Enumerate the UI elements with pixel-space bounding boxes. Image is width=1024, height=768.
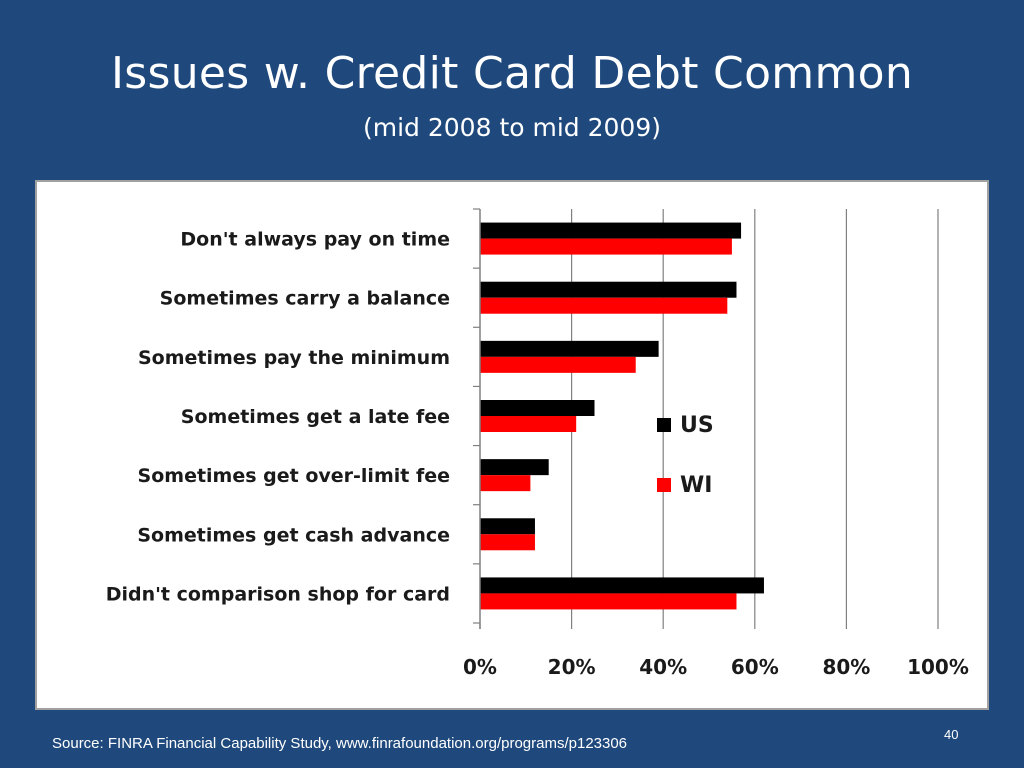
x-tick-label-40: 40% [639,655,687,679]
bar-us-3 [480,400,595,416]
category-label-2: Sometimes pay the minimum [138,347,450,369]
bar-us-0 [480,222,742,239]
bar-us-2 [480,340,659,357]
bar-chart: Don't always pay on time Sometimes carry … [106,208,969,679]
bar-us-4 [480,459,549,476]
x-tick-label-0: 0% [463,655,497,679]
category-label-3: Sometimes get a late fee [181,406,450,428]
slide-title: Issues w. Credit Card Debt Common [110,48,914,99]
bar-us-1 [480,281,737,298]
legend-swatch-us [657,418,671,432]
bar-wi-1 [480,297,728,314]
slide-subtitle: (mid 2008 to mid 2009) [363,113,661,142]
bar-wi-2 [480,356,636,373]
page-number: 40 [944,727,959,742]
legend-label-wi: WI [680,473,712,498]
bar-wi-0 [480,238,732,255]
bar-wi-5 [480,534,535,551]
x-tick-label-100: 100% [907,655,969,679]
bar-us-5 [480,518,535,535]
source-note: Source: FINRA Financial Capability Study… [52,735,628,752]
legend-label-us: US [680,413,714,438]
bar-wi-6 [480,593,737,610]
category-label-5: Sometimes get cash advance [137,524,450,546]
category-label-0: Don't always pay on time [180,229,450,251]
bar-wi-4 [480,475,531,492]
bar-us-6 [480,577,764,594]
chart-panel: Don't always pay on time Sometimes carry … [35,180,989,710]
category-label-6: Didn't comparison shop for card [106,583,450,605]
bar-wi-3 [480,416,577,432]
category-label-1: Sometimes carry a balance [160,288,450,310]
x-tick-label-60: 60% [731,655,779,679]
legend-swatch-wi [657,478,671,492]
category-label-4: Sometimes get over-limit fee [138,465,450,487]
x-tick-label-80: 80% [822,655,870,679]
x-tick-label-20: 20% [548,655,596,679]
